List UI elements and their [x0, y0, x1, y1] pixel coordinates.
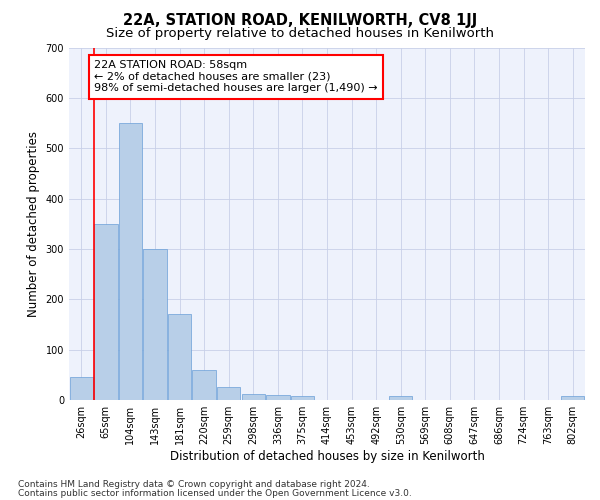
Bar: [266, 395, 290, 400]
Y-axis label: Number of detached properties: Number of detached properties: [27, 130, 40, 317]
Bar: [389, 396, 412, 400]
Text: Contains public sector information licensed under the Open Government Licence v3: Contains public sector information licen…: [18, 489, 412, 498]
Text: Size of property relative to detached houses in Kenilworth: Size of property relative to detached ho…: [106, 28, 494, 40]
Bar: [70, 378, 93, 400]
Bar: [119, 123, 142, 400]
Bar: [94, 224, 118, 400]
Bar: [217, 388, 241, 400]
Bar: [143, 249, 167, 400]
Text: 22A STATION ROAD: 58sqm
← 2% of detached houses are smaller (23)
98% of semi-det: 22A STATION ROAD: 58sqm ← 2% of detached…: [94, 60, 378, 94]
X-axis label: Distribution of detached houses by size in Kenilworth: Distribution of detached houses by size …: [170, 450, 484, 463]
Text: Contains HM Land Registry data © Crown copyright and database right 2024.: Contains HM Land Registry data © Crown c…: [18, 480, 370, 489]
Text: 22A, STATION ROAD, KENILWORTH, CV8 1JJ: 22A, STATION ROAD, KENILWORTH, CV8 1JJ: [123, 12, 477, 28]
Bar: [561, 396, 584, 400]
Bar: [291, 396, 314, 400]
Bar: [193, 370, 216, 400]
Bar: [168, 314, 191, 400]
Bar: [242, 394, 265, 400]
